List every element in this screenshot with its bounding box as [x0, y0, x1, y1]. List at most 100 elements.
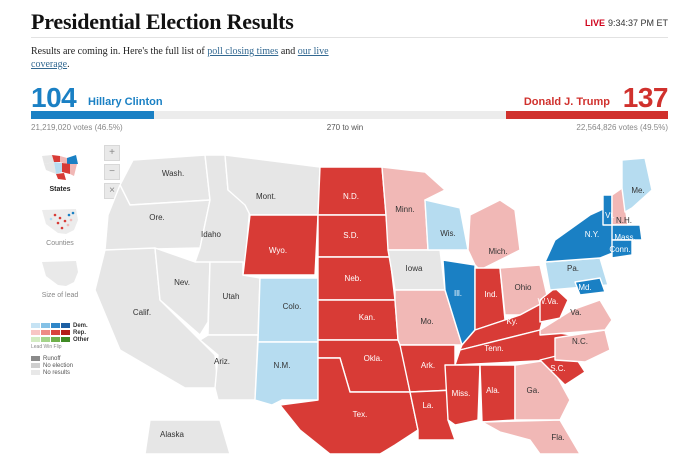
- legend-swatch: [31, 330, 40, 335]
- state-mass[interactable]: [611, 224, 643, 241]
- state-label-md: Md.: [578, 283, 591, 292]
- zoom-in-button[interactable]: +: [104, 145, 120, 161]
- legend-row-rep: Rep.: [31, 329, 89, 336]
- intro-text-after: .: [67, 59, 70, 70]
- state-label-kan: Kan.: [359, 313, 375, 322]
- state-label-ohio: Ohio: [515, 283, 532, 292]
- state-wis[interactable]: [424, 199, 469, 251]
- state-tex[interactable]: [279, 357, 419, 454]
- view-size-of-lead[interactable]: Size of lead: [28, 258, 92, 299]
- state-wash[interactable]: [119, 154, 211, 206]
- state-label-alaska: Alaska: [160, 430, 185, 439]
- zoom-out-icon: −: [109, 166, 115, 177]
- state-label-ore: Ore.: [149, 213, 165, 222]
- state-label-wyo: Wyo.: [269, 246, 287, 255]
- state-label-mass: Mass.: [614, 233, 635, 242]
- state-label-fla: Fla.: [551, 433, 564, 442]
- dem-electoral-bar: [31, 111, 155, 119]
- state-label-nd: N.D.: [343, 192, 359, 201]
- intro-text-before: Results are coming in. Here's the full l…: [31, 46, 208, 57]
- view-states[interactable]: States: [28, 152, 92, 193]
- legend-label-runoff: Runoff: [43, 355, 61, 362]
- rep-electoral-bar: [505, 111, 668, 119]
- view-counties-label: Counties: [46, 240, 74, 247]
- state-label-la: La.: [422, 401, 433, 410]
- poll-closing-times-link[interactable]: poll closing times: [207, 46, 279, 57]
- intro-text: Results are coming in. Here's the full l…: [31, 45, 331, 71]
- legend-label-rep: Rep.: [73, 329, 87, 336]
- state-label-ark: Ark.: [421, 361, 435, 370]
- close-icon: ×: [109, 185, 115, 196]
- state-nm[interactable]: [254, 341, 319, 406]
- state-label-okla: Okla.: [364, 354, 383, 363]
- legend-swatch: [61, 337, 70, 342]
- state-label-vt: Vt.: [605, 211, 615, 220]
- dem-electoral-count: 104: [31, 82, 77, 113]
- header-divider: [31, 37, 668, 38]
- state-label-idaho: Idaho: [201, 230, 222, 239]
- legend-swatch: [31, 323, 40, 328]
- state-label-miss: Miss.: [452, 389, 471, 398]
- legend-label-dem: Dem.: [73, 322, 88, 329]
- legend-swatch: [41, 337, 50, 342]
- state-label-mo: Mo.: [420, 317, 433, 326]
- legend-label-no-results: No results: [43, 369, 71, 376]
- legend-swatch: [31, 370, 40, 375]
- live-coverage-link[interactable]: our live coverage: [31, 46, 329, 70]
- map-legend: Dem. Rep. Other Lead Win Flip Runoff No …: [31, 322, 89, 376]
- state-label-neb: Neb.: [345, 274, 362, 283]
- state-fla[interactable]: [481, 419, 581, 454]
- legend-swatch: [31, 363, 40, 368]
- states-thumbnail-icon: [42, 155, 78, 180]
- legend-swatch: [51, 323, 60, 328]
- legend-row-other: Other: [31, 336, 89, 343]
- state-label-ariz: Ariz.: [214, 357, 230, 366]
- state-me[interactable]: [621, 157, 653, 213]
- state-label-minn: Minn.: [395, 205, 415, 214]
- state-label-conn: Conn.: [609, 245, 630, 254]
- state-alaska[interactable]: [144, 419, 231, 454]
- live-tag: LIVE: [584, 18, 605, 28]
- legend-swatch: [41, 330, 50, 335]
- state-conn[interactable]: [611, 239, 633, 259]
- rep-popular-votes: 22,564,826 votes (49.5%): [576, 123, 668, 132]
- state-vt[interactable]: [602, 194, 613, 226]
- state-label-me: Me.: [631, 186, 644, 195]
- state-label-nh: N.H.: [616, 216, 632, 225]
- state-label-nc: N.C.: [572, 337, 588, 346]
- electoral-bar: [31, 111, 668, 119]
- counties-thumbnail-icon: [42, 209, 78, 234]
- state-label-nm: N.M.: [274, 361, 291, 370]
- legend-status: Runoff No election No results: [31, 355, 89, 376]
- zoom-out-button[interactable]: −: [104, 164, 120, 180]
- state-nd[interactable]: [317, 166, 387, 216]
- legend-sublabel: Lead Win Flip: [31, 344, 62, 350]
- legend-swatch: [41, 323, 50, 328]
- live-clock: LIVE 9:34:37 PM ET: [585, 18, 668, 28]
- state-va[interactable]: [539, 299, 613, 336]
- state-md[interactable]: [574, 277, 606, 296]
- state-label-va: Va.: [570, 308, 581, 317]
- state-label-calif: Calif.: [133, 308, 151, 317]
- state-label-iowa: Iowa: [406, 264, 423, 273]
- legend-row-dem: Dem.: [31, 322, 89, 329]
- state-label-ky: Ky.: [507, 317, 518, 326]
- state-miss[interactable]: [444, 364, 481, 426]
- legend-swatch: [31, 356, 40, 361]
- legend-row-no-results: No results: [31, 369, 89, 376]
- state-label-pa: Pa.: [567, 264, 579, 273]
- rep-candidate-name: Donald J. Trump: [523, 96, 610, 108]
- view-counties[interactable]: Counties: [28, 206, 92, 247]
- state-label-wis: Wis.: [440, 229, 456, 238]
- state-label-ind: Ind.: [484, 290, 497, 299]
- state-mich[interactable]: [467, 199, 521, 271]
- state-label-ny: N.Y.: [585, 230, 600, 239]
- legend-label-no-election: No election: [43, 362, 74, 369]
- state-wyo[interactable]: [242, 214, 319, 276]
- state-label-sd: S.D.: [343, 231, 359, 240]
- dem-popular-votes: 21,219,020 votes (46.5%): [31, 123, 123, 132]
- legend-swatch: [61, 330, 70, 335]
- state-label-nev: Nev.: [174, 278, 190, 287]
- state-label-wash: Wash.: [162, 169, 184, 178]
